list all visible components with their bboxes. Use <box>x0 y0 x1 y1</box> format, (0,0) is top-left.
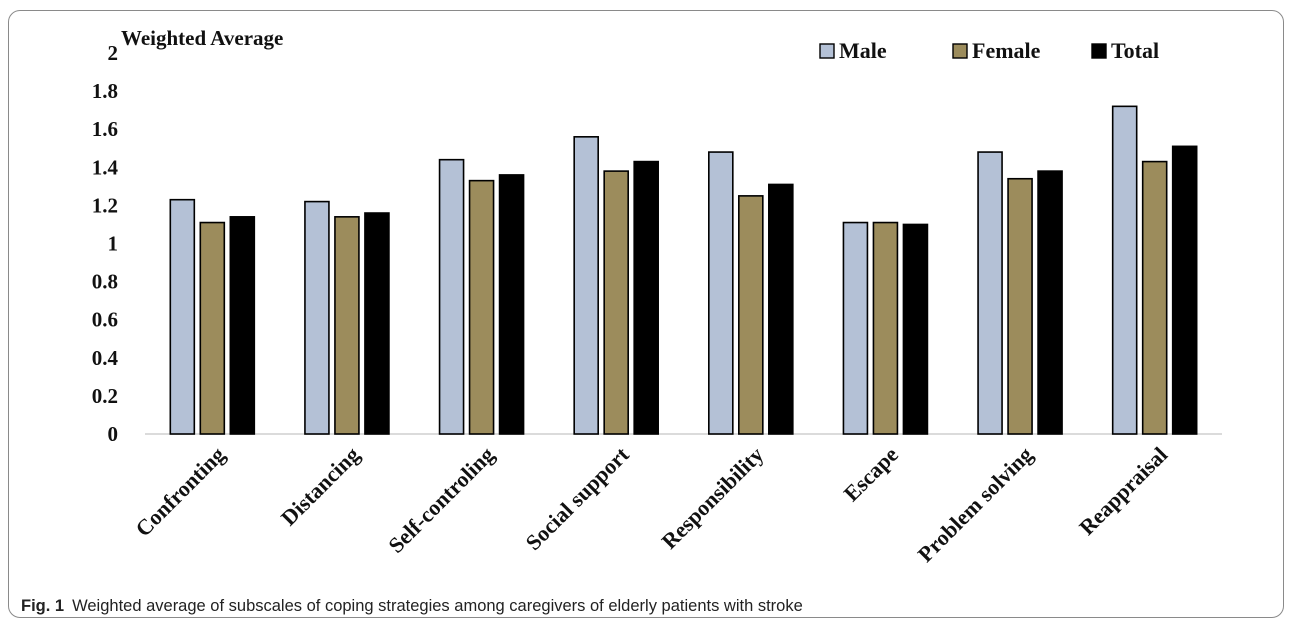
x-category-label: Escape <box>839 442 904 507</box>
bar-total-social-support <box>633 160 659 435</box>
y-tick-label: 0 <box>108 422 119 446</box>
bar-male-problem-solving <box>977 151 1003 435</box>
figure-caption: Fig. 1 Weighted average of subscales of c… <box>21 597 1271 616</box>
y-tick-label: 0.2 <box>92 384 118 408</box>
bar-male-self-controling <box>438 158 465 435</box>
bar-female-reappraisal <box>1141 160 1168 435</box>
x-category-label: Self-controling <box>383 442 499 558</box>
y-tick-label: 1 <box>108 232 119 256</box>
bar-male-responsibility <box>708 151 734 435</box>
legend-label-female: Female <box>972 38 1041 63</box>
caption-text: Weighted average of subscales of coping … <box>72 597 803 615</box>
bar-male-confronting <box>169 198 196 435</box>
y-axis-label: Weighted Average <box>121 26 283 50</box>
legend-swatch-female <box>952 43 968 59</box>
bar-series <box>169 105 1198 435</box>
bar-female-problem-solving <box>1007 177 1033 435</box>
legend-label-total: Total <box>1111 38 1159 63</box>
bar-total-reappraisal <box>1171 145 1198 435</box>
bar-total-escape <box>902 223 929 435</box>
legend-label-male: Male <box>839 38 887 63</box>
x-category-label: Responsibility <box>656 442 768 554</box>
legend: Male Female Total <box>819 38 1159 63</box>
bar-male-reappraisal <box>1111 105 1138 435</box>
bar-total-distancing <box>364 212 390 435</box>
bar-total-responsibility <box>768 183 794 435</box>
y-tick-label: 1.6 <box>92 117 118 141</box>
bar-male-social-support <box>573 136 599 435</box>
x-category-label: Distancing <box>276 442 365 531</box>
y-tick-label: 1.2 <box>92 193 118 217</box>
bar-total-confronting <box>229 216 256 435</box>
bar-female-self-controling <box>468 179 495 435</box>
x-category-label: Problem solving <box>913 442 1038 567</box>
bar-female-distancing <box>334 216 360 435</box>
bar-female-social-support <box>603 170 629 435</box>
bar-male-escape <box>842 221 869 435</box>
bar-female-escape <box>872 221 899 435</box>
bar-female-confronting <box>199 221 226 435</box>
y-tick-label: 1.8 <box>92 79 118 103</box>
x-category-label: Reappraisal <box>1074 442 1172 540</box>
x-axis-category-labels: Confronting Distancing Self-controling Soci… <box>130 441 1172 566</box>
y-tick-label: 0.4 <box>92 346 119 370</box>
bar-male-distancing <box>304 200 330 435</box>
y-tick-label: 2 <box>108 41 119 65</box>
x-category-label: Social support <box>521 441 635 555</box>
y-axis-tick-labels: 0 0.2 0.4 0.6 0.8 1 1.2 1.4 1.6 1.8 2 <box>92 41 119 446</box>
y-tick-label: 0.8 <box>92 270 118 294</box>
bar-total-self-controling <box>498 174 525 435</box>
legend-swatch-total <box>1091 43 1107 59</box>
legend-swatch-male <box>819 43 835 59</box>
caption-label: Fig. 1 <box>21 597 65 615</box>
x-category-label: Confronting <box>130 442 230 542</box>
y-tick-label: 1.4 <box>92 155 119 179</box>
y-tick-label: 0.6 <box>92 308 118 332</box>
bar-female-responsibility <box>738 195 764 435</box>
bar-total-problem-solving <box>1037 170 1063 435</box>
